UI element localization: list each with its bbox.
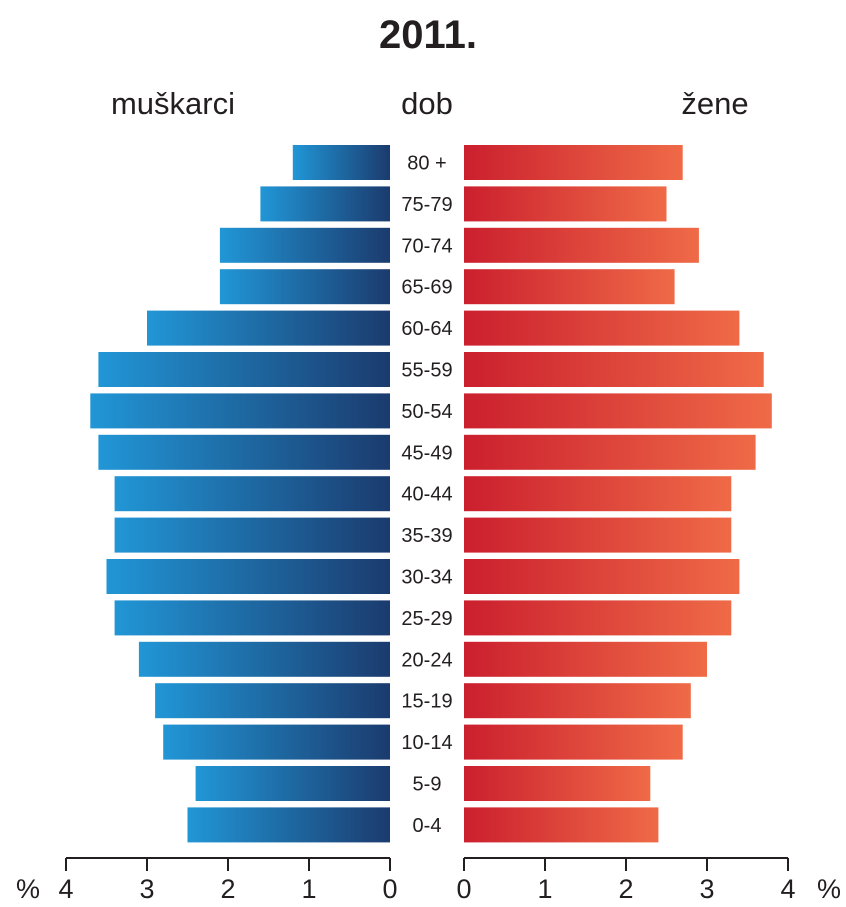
bar-male-45-49 [98, 434, 391, 470]
left-axis-unit-label: % [16, 874, 40, 904]
bar-male-70-74 [219, 227, 390, 263]
bar-male-20-24 [138, 641, 390, 677]
bar-female-0-4 [464, 807, 659, 843]
bar-male-15-19 [155, 683, 390, 719]
age-group-label: 65-69 [401, 277, 452, 299]
bar-male-5-9 [195, 766, 390, 801]
bars-group [90, 145, 772, 843]
bar-male-50-54 [90, 393, 391, 429]
right-axis: 0 1 2 3 4 % [456, 857, 841, 904]
age-group-label: 50-54 [401, 401, 452, 423]
bar-male-60-64 [147, 310, 390, 346]
right-axis-tick-label: 4 [780, 874, 795, 904]
bar-female-5-9 [464, 766, 651, 801]
age-group-label: 30-34 [401, 567, 452, 589]
bar-male-10-14 [163, 724, 390, 760]
bar-female-15-19 [464, 683, 691, 719]
left-axis-tick-label: 1 [301, 874, 316, 904]
right-axis-tick-label: 0 [456, 874, 471, 904]
age-group-label: 60-64 [401, 318, 452, 340]
bar-female-35-39 [464, 517, 732, 553]
bar-male-35-39 [114, 517, 390, 553]
age-group-label: 35-39 [401, 525, 452, 547]
bar-male-40-44 [114, 476, 390, 512]
right-axis-unit-label: % [817, 874, 841, 904]
bar-female-70-74 [464, 227, 699, 263]
bar-female-25-29 [464, 600, 732, 636]
chart-title: 2011. [379, 13, 477, 57]
bar-female-75-79 [464, 186, 667, 222]
age-group-label: 0-4 [413, 815, 442, 837]
bar-male-80 [292, 145, 390, 180]
right-axis-tick-label: 3 [699, 874, 714, 904]
age-column-header: dob [401, 86, 453, 121]
left-axis-tick-label: 0 [382, 874, 397, 904]
bar-female-10-14 [464, 724, 683, 760]
left-axis-tick-label: 3 [139, 874, 154, 904]
female-series-label: žene [681, 86, 748, 121]
bar-female-80 [464, 145, 683, 180]
bar-male-75-79 [260, 186, 390, 222]
left-axis-tick-label: 2 [220, 874, 235, 904]
right-axis-tick-label: 1 [537, 874, 552, 904]
bar-male-30-34 [106, 559, 390, 594]
bar-female-60-64 [464, 310, 740, 346]
bar-male-25-29 [114, 600, 390, 636]
age-group-label: 20-24 [401, 649, 452, 671]
bar-female-45-49 [464, 434, 756, 470]
bar-female-50-54 [464, 393, 772, 429]
bar-female-65-69 [464, 269, 675, 305]
bar-female-30-34 [464, 559, 740, 594]
age-labels-group: 80 + 75-79 70-74 65-69 60-64 55-59 50-54 45-49 4… [401, 153, 452, 837]
bar-male-0-4 [187, 807, 390, 843]
bar-female-20-24 [464, 641, 707, 677]
bar-female-40-44 [464, 476, 732, 512]
age-group-label: 10-14 [401, 732, 452, 754]
right-axis-tick-label: 2 [618, 874, 633, 904]
age-group-label: 75-79 [401, 194, 452, 216]
age-group-label: 40-44 [401, 484, 452, 506]
bar-male-65-69 [219, 269, 390, 305]
age-group-label: 45-49 [401, 442, 452, 464]
age-group-label: 55-59 [401, 360, 452, 382]
age-group-label: 70-74 [401, 235, 452, 257]
left-axis-tick-label: 4 [58, 874, 73, 904]
male-series-label: muškarci [111, 86, 235, 121]
bar-female-55-59 [464, 352, 764, 387]
age-group-label: 15-19 [401, 691, 452, 713]
age-group-label: 80 + [407, 153, 446, 175]
left-axis: 4 3 2 1 0 % [16, 857, 398, 904]
age-group-label: 25-29 [401, 608, 452, 630]
bar-male-55-59 [98, 352, 391, 387]
age-group-label: 5-9 [413, 774, 442, 796]
